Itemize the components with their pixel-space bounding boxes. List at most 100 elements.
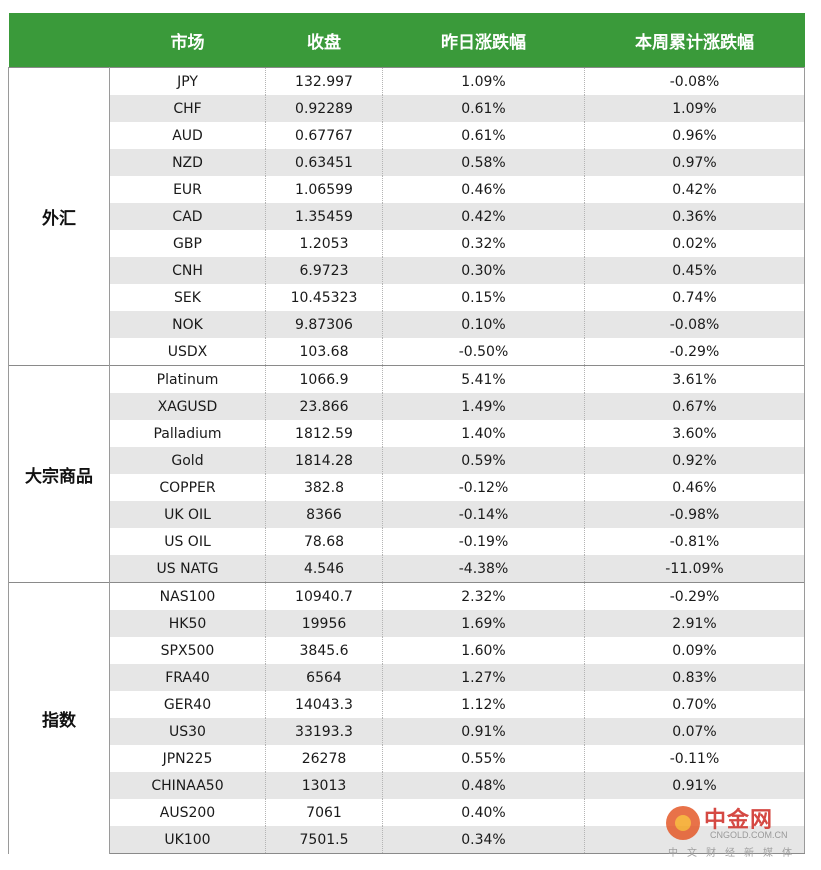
close-cell: 10940.7: [265, 582, 383, 610]
week-change-cell: 0.09%: [584, 637, 805, 664]
header-day-change: 昨日涨跌幅: [382, 13, 585, 68]
week-change-cell: 0.46%: [584, 474, 805, 501]
table-row: CHF 0.92289 0.61% 1.09%: [9, 95, 805, 122]
close-cell: 0.92289: [265, 95, 383, 122]
day-change-cell: 1.49%: [382, 393, 585, 420]
week-change-cell: -11.09%: [584, 555, 805, 583]
table-row: Palladium 1812.59 1.40% 3.60%: [9, 420, 805, 447]
day-change-cell: 1.09%: [382, 67, 585, 95]
day-change-cell: -4.38%: [382, 555, 585, 583]
market-cell: US NATG: [109, 555, 266, 583]
day-change-cell: -0.14%: [382, 501, 585, 528]
market-cell: SEK: [109, 284, 266, 311]
header-week-change: 本周累计涨跌幅: [584, 13, 805, 68]
day-change-cell: 0.61%: [382, 95, 585, 122]
header-category: [8, 13, 110, 68]
table-row: US NATG 4.546 -4.38% -11.09%: [9, 555, 805, 583]
market-cell: US30: [109, 718, 266, 745]
close-cell: 7061: [265, 799, 383, 826]
day-change-cell: 0.91%: [382, 718, 585, 745]
week-change-cell: 1.09%: [584, 95, 805, 122]
table-row: 外汇 JPY 132.997 1.09% -0.08%: [8, 67, 805, 366]
day-change-cell: 1.27%: [382, 664, 585, 691]
week-change-cell: -0.08%: [584, 311, 805, 338]
table-row: NZD 0.63451 0.58% 0.97%: [9, 149, 805, 176]
table-row: COPPER 382.8 -0.12% 0.46%: [9, 474, 805, 501]
category-label: 大宗商品: [8, 365, 110, 583]
table-row: SEK 10.45323 0.15% 0.74%: [9, 284, 805, 311]
day-change-cell: 0.55%: [382, 745, 585, 772]
close-cell: 78.68: [265, 528, 383, 555]
close-cell: 19956: [265, 610, 383, 637]
close-cell: 1.35459: [265, 203, 383, 230]
close-cell: 14043.3: [265, 691, 383, 718]
market-cell: CAD: [109, 203, 266, 230]
day-change-cell: 5.41%: [382, 365, 585, 393]
week-change-cell: 3.60%: [584, 420, 805, 447]
table-row: EUR 1.06599 0.46% 0.42%: [9, 176, 805, 203]
table-row: XAGUSD 23.866 1.49% 0.67%: [9, 393, 805, 420]
market-cell: NAS100: [109, 582, 266, 610]
close-cell: 26278: [265, 745, 383, 772]
close-cell: 7501.5: [265, 826, 383, 854]
table-header-row: 市场 收盘 昨日涨跌幅 本周累计涨跌幅: [8, 13, 805, 68]
day-change-cell: 0.61%: [382, 122, 585, 149]
week-change-cell: 0.07%: [584, 718, 805, 745]
market-cell: Gold: [109, 447, 266, 474]
cngold-watermark: 中金网 CNGOLD.COM.CN 中文财经新媒体: [664, 800, 814, 862]
table-row: CHINAA50 13013 0.48% 0.91%: [9, 772, 805, 799]
market-cell: Palladium: [109, 420, 266, 447]
close-cell: 103.68: [265, 338, 383, 366]
table-row: JPN225 26278 0.55% -0.11%: [9, 745, 805, 772]
day-change-cell: 2.32%: [382, 582, 585, 610]
week-change-cell: 0.67%: [584, 393, 805, 420]
market-cell: CNH: [109, 257, 266, 284]
market-cell: GBP: [109, 230, 266, 257]
close-cell: 4.546: [265, 555, 383, 583]
market-cell: HK50: [109, 610, 266, 637]
day-change-cell: 0.42%: [382, 203, 585, 230]
market-cell: USDX: [109, 338, 266, 366]
day-change-cell: 1.69%: [382, 610, 585, 637]
close-cell: 6.9723: [265, 257, 383, 284]
day-change-cell: 0.34%: [382, 826, 585, 854]
header-market: 市场: [109, 13, 266, 68]
market-cell: US OIL: [109, 528, 266, 555]
market-summary-table: 市场 收盘 昨日涨跌幅 本周累计涨跌幅 外汇 JPY 132.997 1.09% -0.…: [8, 13, 805, 854]
table-row: Gold 1814.28 0.59% 0.92%: [9, 447, 805, 474]
market-cell: CHINAA50: [109, 772, 266, 799]
week-change-cell: 0.36%: [584, 203, 805, 230]
day-change-cell: 0.30%: [382, 257, 585, 284]
close-cell: 8366: [265, 501, 383, 528]
market-cell: UK100: [109, 826, 266, 854]
close-cell: 33193.3: [265, 718, 383, 745]
table-row: US OIL 78.68 -0.19% -0.81%: [9, 528, 805, 555]
close-cell: 1.2053: [265, 230, 383, 257]
week-change-cell: -0.81%: [584, 528, 805, 555]
day-change-cell: -0.19%: [382, 528, 585, 555]
market-cell: AUD: [109, 122, 266, 149]
close-cell: 9.87306: [265, 311, 383, 338]
day-change-cell: 0.15%: [382, 284, 585, 311]
week-change-cell: 0.96%: [584, 122, 805, 149]
close-cell: 3845.6: [265, 637, 383, 664]
close-cell: 132.997: [265, 67, 383, 95]
close-cell: 382.8: [265, 474, 383, 501]
day-change-cell: 0.48%: [382, 772, 585, 799]
week-change-cell: -0.08%: [584, 67, 805, 95]
category-label: 指数: [8, 582, 110, 854]
table-row: USDX 103.68 -0.50% -0.29%: [9, 338, 805, 366]
market-cell: SPX500: [109, 637, 266, 664]
header-close: 收盘: [265, 13, 383, 68]
week-change-cell: -0.11%: [584, 745, 805, 772]
table-body: 外汇 JPY 132.997 1.09% -0.08% CHF 0.92289 0.61% 1.…: [8, 67, 805, 854]
day-change-cell: 0.10%: [382, 311, 585, 338]
market-cell: NZD: [109, 149, 266, 176]
table-row: HK50 19956 1.69% 2.91%: [9, 610, 805, 637]
market-cell: FRA40: [109, 664, 266, 691]
market-cell: JPN225: [109, 745, 266, 772]
cngold-logo-icon: [666, 806, 700, 840]
table-row: GBP 1.2053 0.32% 0.02%: [9, 230, 805, 257]
close-cell: 10.45323: [265, 284, 383, 311]
watermark-url: CNGOLD.COM.CN: [710, 830, 788, 840]
